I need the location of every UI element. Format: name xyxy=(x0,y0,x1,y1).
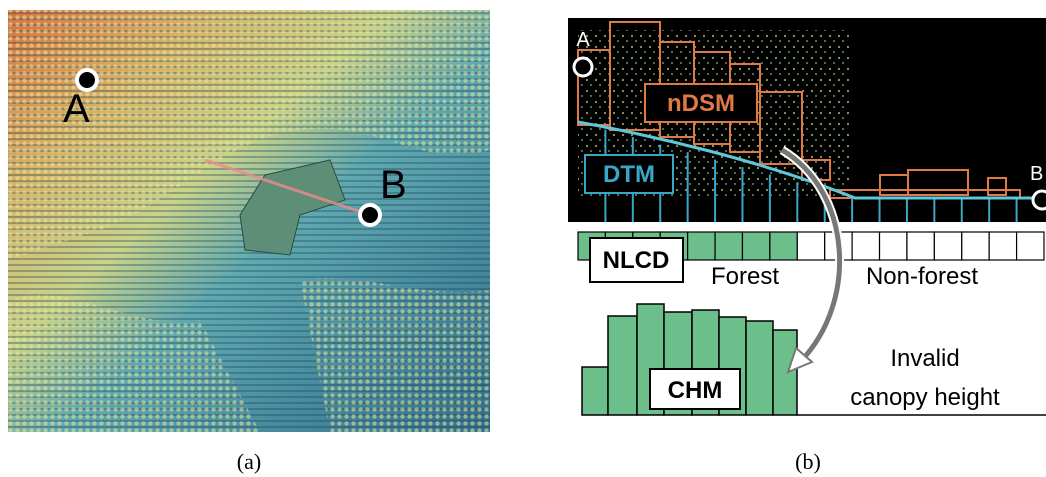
nlcd-cell xyxy=(934,232,961,260)
page: A B (a) nDSM DTM A B NLCD Forest Non-for… xyxy=(0,0,1046,477)
nlcd-cell xyxy=(1017,232,1044,260)
nlcd-cell xyxy=(880,232,907,260)
panel-b: nDSM DTM A B NLCD Forest Non-forest CHM … xyxy=(568,18,1046,415)
nlcd-cell xyxy=(797,232,824,260)
caption: (a) xyxy=(237,449,261,474)
point-marker xyxy=(574,58,592,76)
canopy-texture xyxy=(300,278,490,432)
nlcd-cell xyxy=(962,232,989,260)
nlcd-cell xyxy=(715,232,742,260)
point-label: A xyxy=(63,87,90,131)
chm-label: CHM xyxy=(668,377,723,404)
nlcd-label: NLCD xyxy=(603,247,670,274)
nlcd-cell xyxy=(742,232,769,260)
point-marker xyxy=(360,205,380,225)
invalid-label: canopy height xyxy=(850,384,1000,411)
nlcd-cell xyxy=(989,232,1016,260)
non-forest-label: Non-forest xyxy=(866,263,978,290)
figure: A B (a) nDSM DTM A B NLCD Forest Non-for… xyxy=(0,0,1046,477)
ndsm-label: nDSM xyxy=(667,90,735,117)
panel-a: A B xyxy=(8,10,490,432)
nlcd-cell xyxy=(907,232,934,260)
nlcd-cell xyxy=(770,232,797,260)
nlcd-cell xyxy=(688,232,715,260)
forest-label: Forest xyxy=(711,263,779,290)
point-label: B xyxy=(1030,163,1043,185)
point-label: B xyxy=(380,163,407,207)
point-label: A xyxy=(576,29,590,51)
point-marker xyxy=(1033,191,1046,209)
nlcd-cell xyxy=(852,232,879,260)
invalid-label: Invalid xyxy=(890,345,959,372)
caption: (b) xyxy=(795,449,821,474)
dtm-label: DTM xyxy=(603,161,655,188)
